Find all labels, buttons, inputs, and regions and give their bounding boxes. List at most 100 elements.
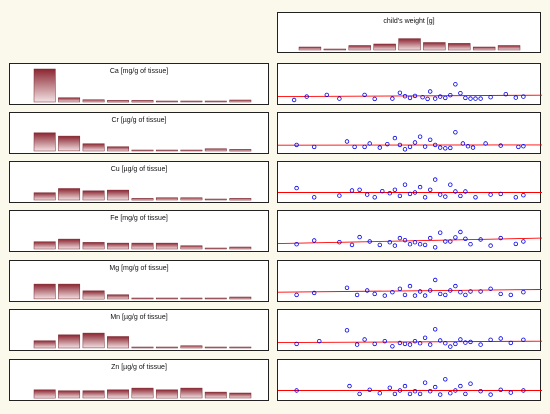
predictor-5-point-23 bbox=[468, 289, 473, 294]
predictor-5-point-18 bbox=[443, 292, 448, 298]
predictor-6-point-23 bbox=[468, 339, 473, 345]
predictor-6-point-21 bbox=[458, 337, 463, 342]
predictor-4-point-16 bbox=[427, 235, 433, 241]
predictor-6-point-2 bbox=[317, 339, 322, 344]
predictor-1-point-2 bbox=[304, 94, 309, 99]
response-histogram-bar-6 bbox=[423, 42, 446, 51]
predictor-1-point-27 bbox=[521, 94, 526, 99]
predictor-6-point-22 bbox=[463, 340, 468, 345]
predictor-5-histogram-bar-3 bbox=[82, 290, 105, 300]
predictor-6-point-13 bbox=[417, 341, 423, 346]
predictor-7-point-15 bbox=[432, 384, 438, 390]
predictor-2-point-7 bbox=[377, 145, 382, 150]
predictor-1-histogram-bar-5 bbox=[131, 100, 154, 103]
predictor-4-point-4 bbox=[349, 242, 355, 248]
predictor-1-point-16 bbox=[437, 94, 443, 99]
predictor-2-point-24 bbox=[470, 145, 476, 150]
response-histogram-bar-9 bbox=[497, 45, 521, 51]
predictor-6-point-3 bbox=[344, 328, 350, 333]
predictor-5-point-1 bbox=[294, 292, 299, 298]
predictor-4-histogram-panel-plot bbox=[33, 238, 252, 250]
predictor-7-point-25 bbox=[498, 387, 503, 392]
predictor-5-scatter-panel-plot bbox=[277, 277, 543, 298]
predictor-4-point-27 bbox=[498, 235, 503, 241]
predictor-7-point-21 bbox=[463, 391, 468, 397]
predictor-6-histogram-bar-7 bbox=[180, 345, 203, 349]
predictor-1-point-11 bbox=[412, 93, 418, 99]
predictor-2-point-14 bbox=[417, 134, 423, 139]
predictor-4-point-20 bbox=[448, 239, 453, 244]
predictor-6-fit-line bbox=[277, 340, 543, 344]
predictor-6-point-11 bbox=[407, 342, 413, 347]
predictor-7-point-6 bbox=[387, 385, 392, 390]
predictor-7-point-4 bbox=[367, 387, 372, 392]
predictor-4-histogram-bar-2 bbox=[58, 238, 81, 250]
predictor-2-point-13 bbox=[412, 140, 418, 145]
predictor-7-histogram-bar-4 bbox=[107, 389, 129, 399]
predictor-6-point-24 bbox=[478, 342, 483, 347]
predictor-3-histogram-bar-6 bbox=[155, 197, 178, 201]
predictor-5-histogram-bar-1 bbox=[33, 283, 56, 300]
predictor-4-point-11 bbox=[402, 238, 408, 243]
response-histogram-bar-4 bbox=[373, 43, 396, 51]
predictor-4-histogram-bar-3 bbox=[82, 242, 105, 250]
predictor-1-point-6 bbox=[372, 96, 377, 102]
predictor-3-point-29 bbox=[521, 193, 526, 198]
predictor-1-point-25 bbox=[503, 92, 508, 97]
predictor-1-point-13 bbox=[425, 96, 430, 102]
predictor-4-point-15 bbox=[422, 242, 428, 248]
predictor-2-histogram-bar-7 bbox=[180, 149, 203, 152]
predictor-2-point-17 bbox=[432, 142, 438, 148]
predictor-3-label: Cu [µg/g of tissue] bbox=[110, 166, 168, 173]
predictor-1-point-20 bbox=[458, 91, 463, 96]
predictor-3-histogram-panel: Cu [µg/g of tissue] bbox=[9, 161, 269, 203]
predictor-1-point-8 bbox=[397, 90, 403, 95]
predictor-1-histogram-bar-8 bbox=[204, 100, 227, 103]
predictor-5-point-9 bbox=[397, 286, 403, 291]
predictor-4-histogram-bar-6 bbox=[155, 242, 178, 250]
predictor-7-point-22 bbox=[468, 381, 473, 386]
response-histogram-panel-plot bbox=[298, 38, 521, 51]
predictor-2-histogram-bar-8 bbox=[204, 148, 227, 152]
predictor-5-point-24 bbox=[478, 289, 483, 294]
predictor-5-point-28 bbox=[521, 290, 526, 295]
predictor-3-point-26 bbox=[488, 192, 493, 197]
predictor-6-point-7 bbox=[382, 339, 387, 344]
predictor-6-histogram-bar-3 bbox=[82, 332, 105, 349]
predictor-7-point-2 bbox=[347, 383, 352, 389]
predictor-2-point-10 bbox=[397, 142, 403, 148]
predictor-2-point-26 bbox=[498, 143, 503, 148]
predictor-3-histogram-panel-plot bbox=[33, 188, 252, 201]
predictor-6-histogram-bar-9 bbox=[229, 346, 252, 349]
predictor-1-histogram-bar-4 bbox=[107, 100, 129, 103]
predictor-7-point-26 bbox=[508, 390, 513, 395]
predictor-3-point-24 bbox=[463, 189, 468, 194]
predictor-7-point-19 bbox=[453, 388, 458, 393]
predictor-6-histogram-panel-plot bbox=[33, 332, 252, 349]
predictor-2-point-21 bbox=[453, 130, 458, 135]
predictor-4-scatter-panel bbox=[277, 210, 543, 252]
response-histogram-bar-5 bbox=[398, 38, 421, 51]
predictor-4-histogram-bar-7 bbox=[180, 245, 203, 250]
predictor-4-point-9 bbox=[392, 243, 398, 248]
predictor-7-point-20 bbox=[458, 383, 463, 389]
predictor-3-histogram-bar-3 bbox=[82, 190, 105, 201]
predictor-6-scatter-panel bbox=[277, 309, 543, 351]
predictor-4-histogram-bar-5 bbox=[131, 242, 154, 250]
predictor-3-point-22 bbox=[453, 189, 458, 194]
predictor-6-point-28 bbox=[521, 337, 526, 342]
predictor-5-point-6 bbox=[372, 291, 377, 297]
predictor-4-point-13 bbox=[412, 240, 418, 245]
predictor-4-label: Fe [mg/g of tissue] bbox=[110, 215, 168, 222]
predictor-5-point-19 bbox=[448, 288, 453, 293]
predictor-1-histogram-panel: Ca [mg/g of tissue] bbox=[9, 63, 269, 105]
response-histogram-bar-1 bbox=[298, 46, 322, 51]
predictor-5-point-7 bbox=[382, 293, 387, 298]
predictor-2-histogram-bar-4 bbox=[107, 146, 129, 152]
predictor-1-point-1 bbox=[291, 97, 297, 103]
predictor-7-point-16 bbox=[437, 392, 443, 397]
predictor-6-point-20 bbox=[453, 341, 458, 347]
predictor-2-label: Cr [µg/g of tissue] bbox=[111, 117, 167, 124]
predictor-7-histogram-bar-2 bbox=[58, 390, 81, 399]
predictor-4-histogram-bar-8 bbox=[204, 247, 227, 250]
